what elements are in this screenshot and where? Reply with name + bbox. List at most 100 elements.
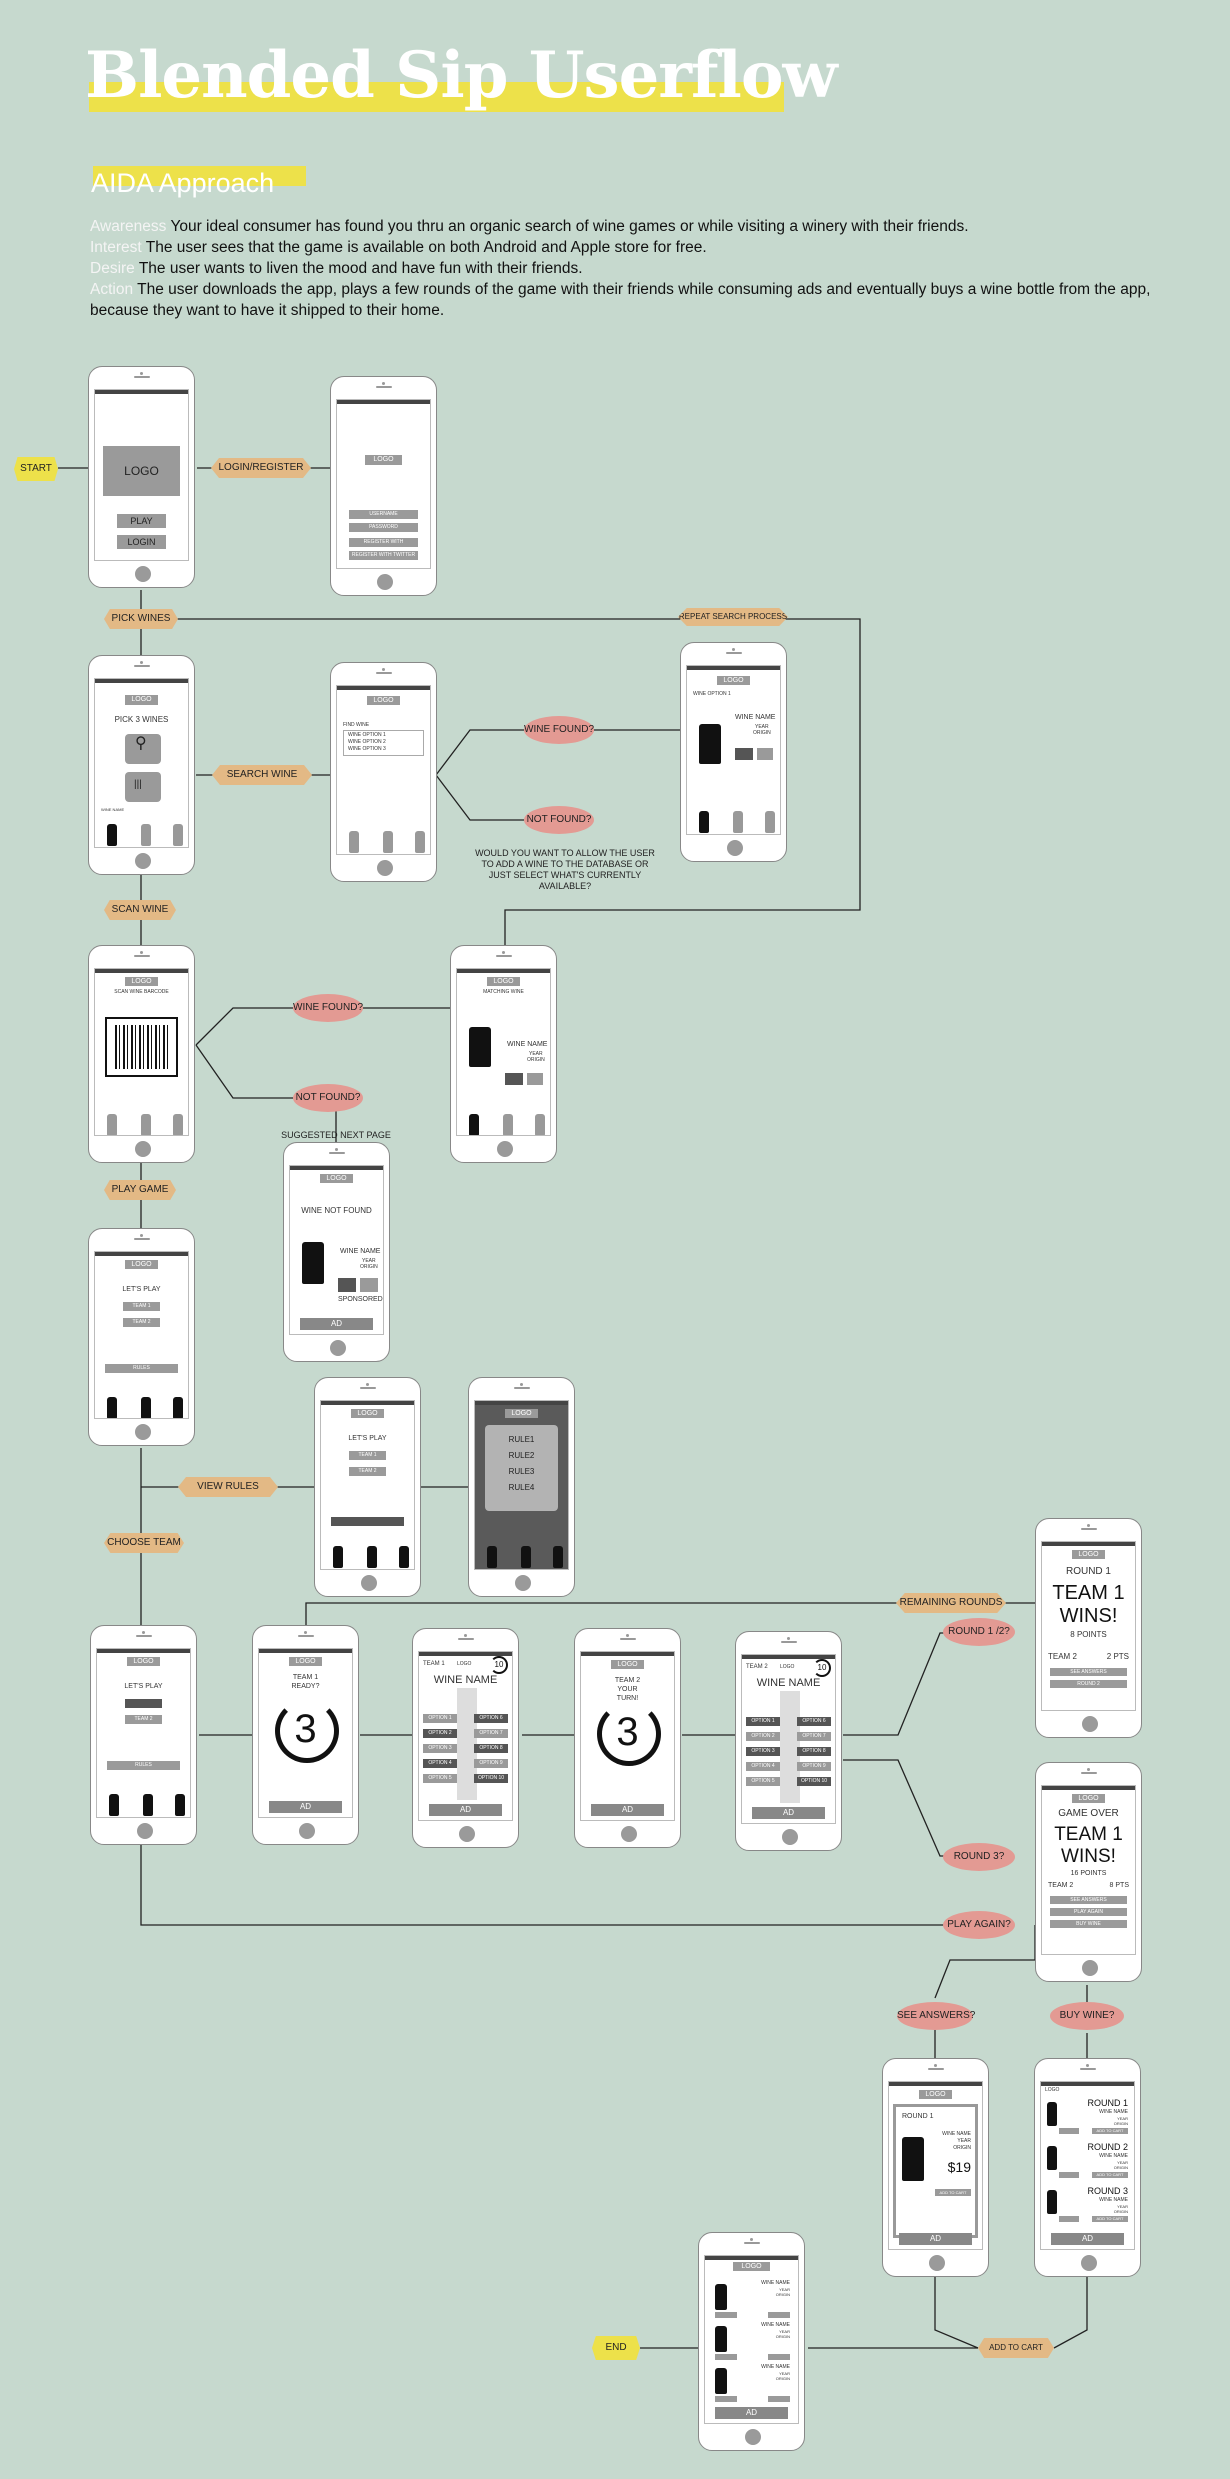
buy-wine-button[interactable]: BUY WINE (1050, 1920, 1127, 1928)
ad-banner[interactable]: AD (591, 1804, 664, 1816)
option-button[interactable]: OPTION 5 (423, 1774, 457, 1783)
option-button[interactable]: OPTION 1 (746, 1717, 780, 1726)
rules-button[interactable]: RULES (107, 1761, 180, 1770)
option-button[interactable]: OPTION 7 (474, 1729, 508, 1738)
aida-text: Your ideal consumer has found you thru a… (170, 218, 969, 235)
team-1-button[interactable]: TEAM 1 (349, 1451, 386, 1460)
subtitle-highlight (93, 166, 306, 186)
ad-banner[interactable]: AD (269, 1801, 342, 1813)
option-button[interactable]: OPTION 8 (797, 1747, 831, 1756)
barcode-icon: ||| (134, 779, 142, 790)
round-2-button[interactable]: ROUND 2 (1050, 1680, 1127, 1688)
remove-button[interactable] (768, 2354, 790, 2360)
wine-option[interactable]: WINE OPTION 3 (348, 746, 386, 752)
username-field[interactable]: USERNAME (349, 510, 418, 519)
scan-wine-button[interactable]: ||| (125, 772, 161, 802)
logo-placeholder: LOGO (127, 1657, 160, 1666)
buy-wine-phone: LOGO ROUND 1 WINE NAME YEAR ORIGIN ADD TO CA… (1034, 2058, 1141, 2277)
quantity-selector[interactable] (715, 2396, 737, 2402)
barcode-scanner-frame[interactable] (105, 1017, 178, 1077)
option-button[interactable]: OPTION 4 (423, 1759, 457, 1768)
team2-label: TEAM 2 (1048, 1652, 1077, 1661)
option-button[interactable]: OPTION 10 (474, 1774, 508, 1783)
rule-item: RULE1 (508, 1435, 535, 1444)
option-button[interactable]: OPTION 3 (746, 1747, 780, 1756)
password-field[interactable]: PASSWORD (349, 523, 418, 532)
option-button[interactable]: OPTION 6 (474, 1714, 508, 1723)
logo-placeholder: LOGO (351, 1409, 384, 1418)
ad-banner[interactable]: AD (899, 2233, 972, 2245)
team-1-button[interactable] (125, 1699, 162, 1708)
close-button[interactable] (757, 748, 773, 760)
rules-modal[interactable]: RULE1 RULE2 RULE3 RULE4 (485, 1425, 558, 1511)
search-icon: ⚲ (135, 735, 147, 752)
ad-banner[interactable]: AD (300, 1318, 373, 1330)
quantity-selector[interactable] (1059, 2216, 1079, 2222)
wine-option[interactable]: WINE OPTION 1 (348, 732, 386, 738)
team-2-button[interactable]: TEAM 2 (349, 1467, 386, 1476)
play-again-button[interactable]: PLAY AGAIN (1050, 1908, 1127, 1916)
rules-button[interactable]: RULES (105, 1364, 178, 1373)
add-to-cart-button[interactable]: ADD TO CART (1092, 2216, 1128, 2222)
wine-name: WINE NAME (735, 714, 776, 721)
pick-wines-heading: PICK 3 WINES (114, 715, 169, 724)
option-button[interactable]: OPTION 8 (474, 1744, 508, 1753)
option-button[interactable]: OPTION 2 (746, 1732, 780, 1741)
aida-text: The user downloads the app, plays a few … (90, 281, 1151, 319)
rules-button[interactable] (331, 1517, 404, 1526)
ad-banner[interactable]: AD (752, 1807, 825, 1819)
option-button[interactable]: OPTION 1 (423, 1714, 457, 1723)
wine-not-found-heading: WINE NOT FOUND (301, 1206, 372, 1215)
see-answers-button[interactable]: SEE ANSWERS (1050, 1896, 1127, 1904)
login-button[interactable]: LOGIN (117, 535, 166, 549)
add-button[interactable] (338, 1278, 356, 1292)
option-button[interactable]: OPTION 10 (797, 1777, 831, 1786)
wine-bottle-icon (107, 1397, 117, 1418)
option-button[interactable]: OPTION 9 (797, 1762, 831, 1771)
quantity-selector[interactable] (715, 2312, 737, 2318)
add-to-cart-button[interactable]: ADD TO CART (935, 2189, 971, 2196)
quantity-selector[interactable] (1059, 2172, 1079, 2178)
close-button[interactable] (360, 1278, 378, 1292)
play-game-label: PLAY GAME (104, 1180, 176, 1200)
confirm-button[interactable] (505, 1073, 523, 1085)
quantity-selector[interactable] (715, 2354, 737, 2360)
wine-option-field[interactable]: WINE OPTION 1 (693, 691, 731, 697)
team-2-button[interactable]: TEAM 2 (123, 1318, 160, 1327)
option-button[interactable]: OPTION 7 (797, 1732, 831, 1741)
see-answers-button[interactable]: SEE ANSWERS (1050, 1668, 1127, 1676)
register-instagram-button[interactable]: REGISTER WITH INSTAGRAM (349, 538, 418, 554)
option-button[interactable]: OPTION 9 (474, 1759, 508, 1768)
wine-bottle-icon (333, 1546, 343, 1568)
option-button[interactable]: OPTION 6 (797, 1717, 831, 1726)
add-to-cart-button[interactable]: ADD TO CART (1092, 2172, 1128, 2178)
team-1-button[interactable]: TEAM 1 (123, 1302, 160, 1311)
add-to-cart-label: ADD TO CART (978, 2338, 1054, 2358)
option-button[interactable]: OPTION 3 (423, 1744, 457, 1753)
remove-button[interactable] (768, 2396, 790, 2402)
ad-banner[interactable]: AD (429, 1804, 502, 1816)
ad-banner[interactable]: AD (1051, 2233, 1124, 2245)
find-wine-field[interactable]: FIND WINE (343, 722, 370, 728)
quantity-selector[interactable] (1059, 2128, 1079, 2134)
wine-year: YEAR (779, 2329, 790, 2334)
option-button[interactable]: OPTION 4 (746, 1762, 780, 1771)
add-to-cart-button[interactable]: ADD TO CART (1092, 2128, 1128, 2134)
home-button (496, 1141, 513, 1157)
wine-option[interactable]: WINE OPTION 2 (348, 739, 386, 745)
close-button[interactable] (527, 1073, 543, 1085)
logo-placeholder: LOGO (125, 977, 158, 986)
logo-placeholder: LOGO (505, 1409, 538, 1418)
team-2-button[interactable]: TEAM 2 (125, 1715, 162, 1724)
search-wine-button[interactable]: ⚲ (125, 734, 161, 764)
confirm-button[interactable] (735, 748, 753, 760)
option-button[interactable]: OPTION 2 (423, 1729, 457, 1738)
option-button[interactable]: OPTION 5 (746, 1777, 780, 1786)
wine-year: YEAR (529, 1051, 543, 1057)
ad-banner[interactable]: AD (715, 2407, 788, 2419)
remove-button[interactable] (768, 2312, 790, 2318)
register-twitter-button[interactable]: REGISTER WITH TWITTER (349, 551, 418, 560)
play-button[interactable]: PLAY (117, 514, 166, 528)
timer-icon: 10 (813, 1659, 831, 1677)
not-found-decision: NOT FOUND? (293, 1084, 363, 1112)
